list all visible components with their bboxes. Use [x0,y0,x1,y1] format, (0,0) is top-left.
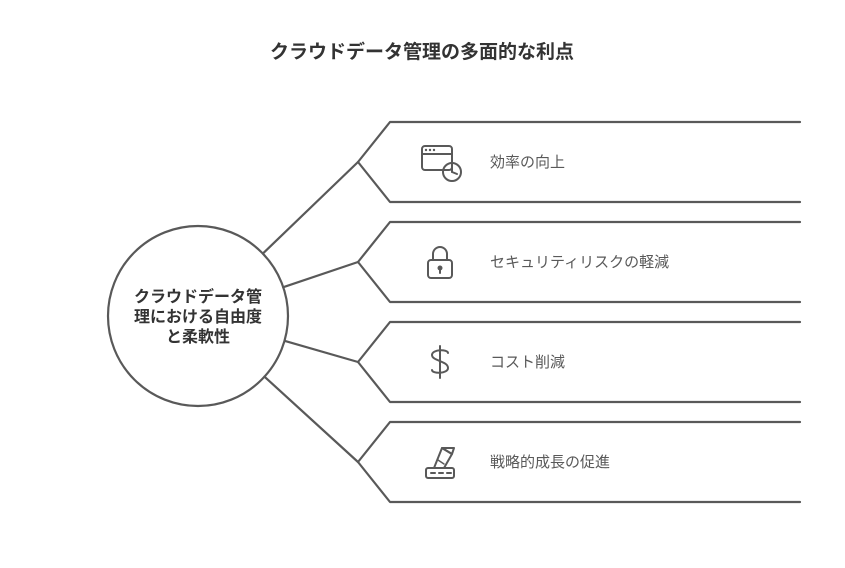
lock-icon [428,247,452,278]
connector-line [283,262,358,287]
benefit-label: セキュリティリスクの軽減 [490,251,669,272]
connector-line [263,162,358,254]
benefit-label: コスト削減 [490,351,565,372]
diagram-title: クラウドデータ管理の多面的な利点 [270,37,574,64]
connector-line [284,341,358,362]
browser-clock-icon [422,146,461,181]
benefit-box [358,122,800,202]
benefit-label: 効率の向上 [490,151,565,172]
connector-line [264,377,358,462]
launchpad-icon [426,448,454,478]
dollar-icon [432,346,448,378]
benefit-label: 戦略的成長の促進 [490,451,610,472]
hub-label: クラウドデータ管理における自由度と柔軟性 [134,283,262,347]
benefit-box [358,322,800,402]
